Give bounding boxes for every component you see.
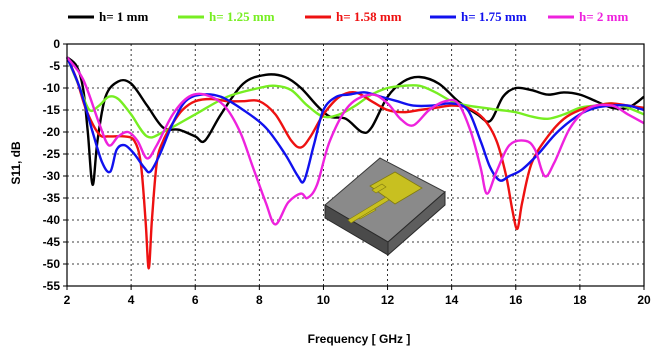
plot-area-border <box>66 43 645 287</box>
y-tick-label: -10 <box>43 81 61 95</box>
x-tick-labels: 2 4 6 8 10 12 14 16 18 20 <box>64 293 651 307</box>
y-tick-label: -15 <box>43 103 61 117</box>
series-line-3 <box>65 56 645 270</box>
y-tick-label: 0 <box>53 37 60 51</box>
y-tick-labels: 0 -5 -10 -15 -20 -25 -30 -35 -40 -45 -50 -55 <box>43 37 61 293</box>
legend-label-2: h= 1.25 mm <box>209 9 275 24</box>
y-tick-label: -20 <box>43 125 61 139</box>
legend-label-1: h= 1 mm <box>99 9 148 24</box>
series-line-5 <box>66 56 645 226</box>
series-line-4 <box>65 56 645 184</box>
x-tick-label: 10 <box>317 293 331 307</box>
x-tick-label: 8 <box>256 293 263 307</box>
series-layer <box>65 56 645 270</box>
legend: h= 1 mm h= 1.25 mm h= 1.58 mm h= 1.75 mm h= … <box>68 9 628 24</box>
x-tick-label: 14 <box>445 293 459 307</box>
y-tick-label: -30 <box>43 169 61 183</box>
y-tick-label: -50 <box>43 257 61 271</box>
y-axis-title: S11, dB <box>9 141 23 185</box>
y-tick-label: -35 <box>43 191 61 205</box>
y-tick-label: -55 <box>43 279 61 293</box>
plot-frame <box>63 43 645 290</box>
y-tick-label: -40 <box>43 213 61 227</box>
legend-label-3: h= 1.58 mm <box>336 9 402 24</box>
antenna-3d-icon <box>324 157 446 257</box>
x-tick-label: 20 <box>637 293 651 307</box>
x-tick-label: 4 <box>128 293 135 307</box>
y-tick-label: -5 <box>49 59 60 73</box>
y-tick-label: -45 <box>43 235 61 249</box>
legend-label-5: h= 2 mm <box>579 9 628 24</box>
x-tick-label: 18 <box>573 293 587 307</box>
x-tick-label: 6 <box>192 293 199 307</box>
y-tick-label: -25 <box>43 147 61 161</box>
x-tick-label: 12 <box>381 293 395 307</box>
x-tick-label: 16 <box>509 293 523 307</box>
x-tick-label: 2 <box>64 293 71 307</box>
x-axis-title: Frequency [ GHz ] <box>308 332 411 346</box>
legend-label-4: h= 1.75 mm <box>461 9 527 24</box>
series-line-2 <box>65 56 645 139</box>
